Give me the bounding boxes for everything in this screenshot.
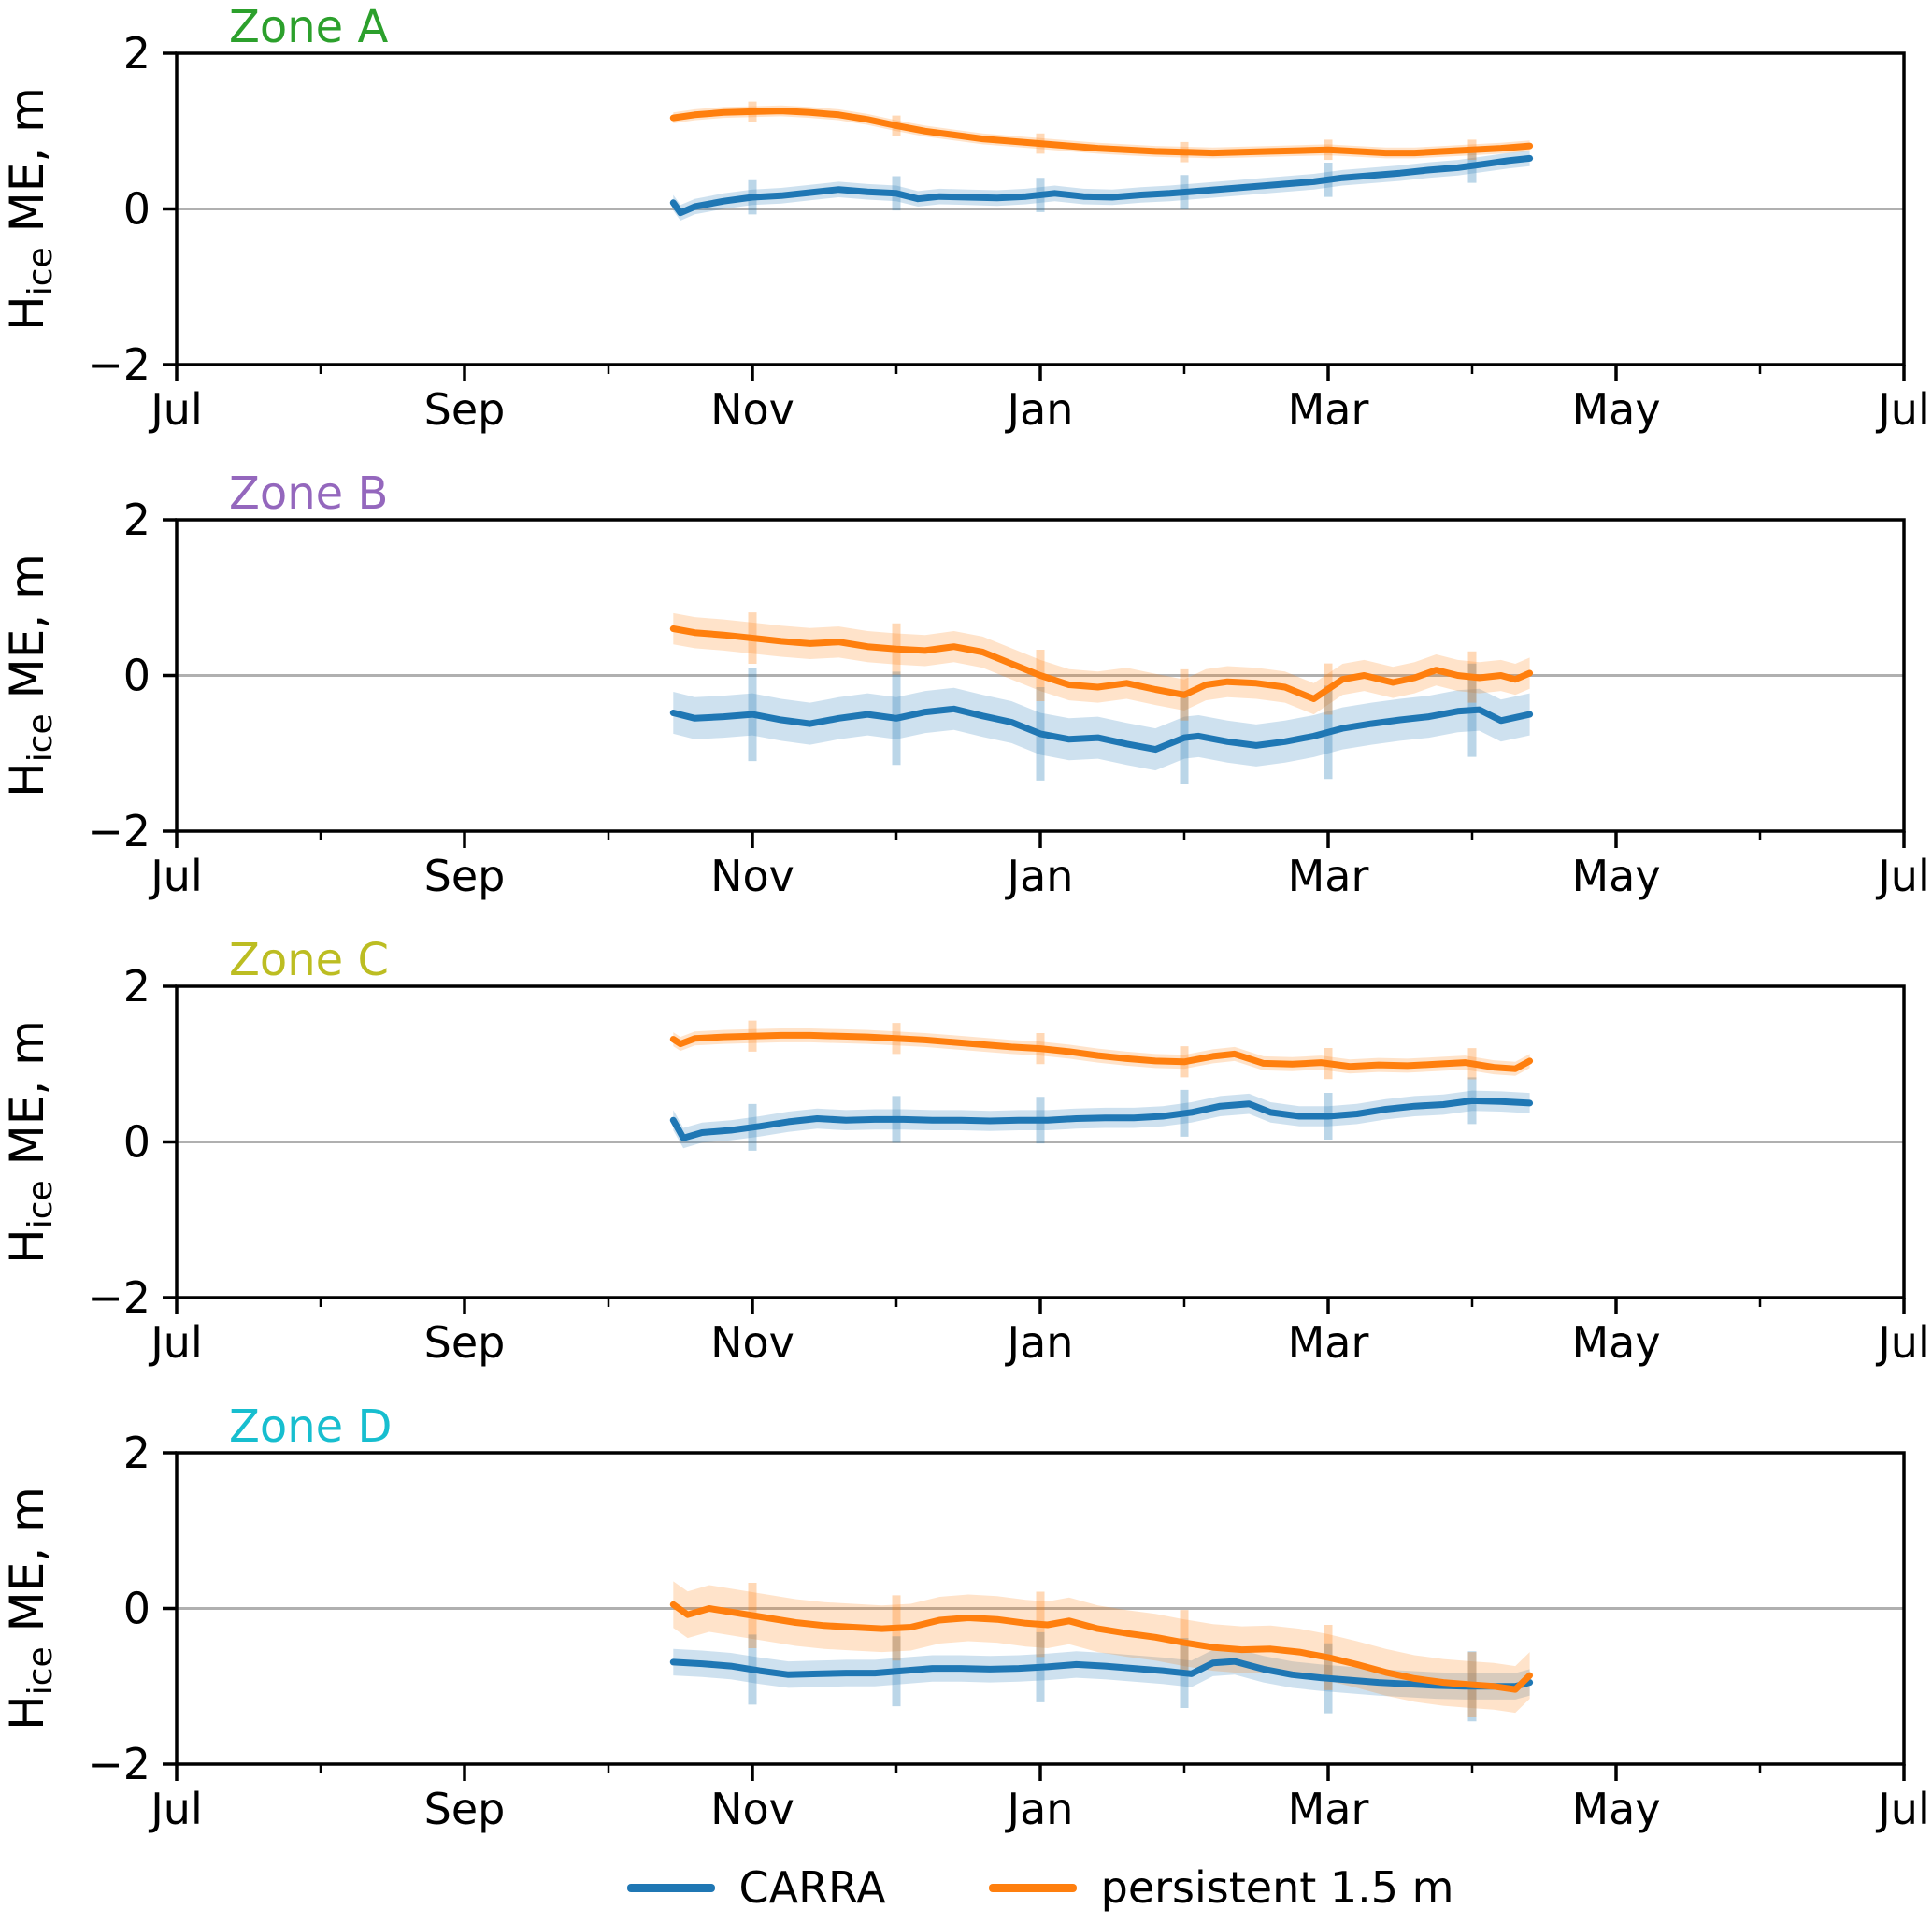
x-tick-label: Jul (1875, 851, 1930, 901)
y-tick-label: 2 (123, 28, 150, 79)
x-tick-label: Mar (1288, 384, 1369, 435)
x-tick-label: Nov (710, 851, 794, 901)
x-tick-label: Sep (424, 1784, 506, 1834)
y-tick-label: 2 (123, 1428, 150, 1478)
legend-item-persistent: persistent 1.5 m (988, 1862, 1454, 1913)
x-tick-label: Sep (424, 1317, 506, 1368)
carra-uncertainty-band (673, 687, 1530, 771)
y-tick-label: −2 (87, 1272, 150, 1323)
chart-legend: CARRA persistent 1.5 m (177, 1866, 1904, 1909)
panel-title: Zone A (229, 1, 388, 53)
x-tick-label: May (1571, 851, 1660, 901)
panel-title: Zone B (229, 467, 388, 520)
y-tick-label: 0 (123, 651, 150, 701)
persistent-line (669, 1031, 1534, 1072)
x-tick-label: Jan (1005, 1784, 1074, 1834)
x-tick-label: Mar (1288, 1784, 1369, 1834)
x-tick-label: Jan (1005, 384, 1074, 435)
persistent-line (669, 108, 1534, 157)
carra-uncertainty-band (673, 151, 1530, 221)
persistent-line (669, 625, 1534, 702)
persistent-line (669, 1601, 1534, 1693)
y-tick-label: −2 (87, 1739, 150, 1789)
carra-line (669, 705, 1534, 754)
x-tick-label: Nov (710, 384, 794, 435)
x-tick-label: Nov (710, 1317, 794, 1368)
y-axis-label: Hice ME, m (0, 87, 60, 331)
y-tick-label: −2 (87, 806, 150, 856)
x-tick-label: Mar (1288, 1317, 1369, 1368)
x-tick-label: Jan (1005, 1317, 1074, 1368)
carra-line-swatch (626, 1883, 715, 1892)
x-tick-label: Jul (148, 1317, 203, 1368)
x-tick-label: Jul (1875, 384, 1930, 435)
y-axis-label: Hice ME, m (0, 1486, 60, 1730)
persistent-uncertainty-band (673, 105, 1530, 159)
panel-title: Zone D (229, 1400, 392, 1453)
carra-uncertainty-band (673, 1648, 1530, 1700)
y-tick-label: −2 (87, 339, 150, 390)
panel-title: Zone C (229, 934, 389, 986)
x-tick-label: Jan (1005, 851, 1074, 901)
x-tick-label: May (1571, 1784, 1660, 1834)
persistent-line-swatch (988, 1883, 1077, 1892)
y-tick-label: 2 (123, 495, 150, 545)
y-tick-label: 2 (123, 961, 150, 1012)
persistent-uncertainty-band (673, 612, 1530, 715)
y-tick-label: 0 (123, 1117, 150, 1168)
carra-line (669, 1658, 1534, 1690)
carra-line (669, 1097, 1534, 1141)
legend-label-carra: CARRA (738, 1862, 886, 1913)
x-tick-label: Jul (148, 1784, 203, 1834)
y-axis-label: Hice ME, m (0, 553, 60, 797)
x-tick-label: May (1571, 1317, 1660, 1368)
legend-label-persistent: persistent 1.5 m (1100, 1862, 1454, 1913)
x-tick-label: Jul (148, 384, 203, 435)
x-tick-label: Nov (710, 1784, 794, 1834)
x-tick-label: Sep (424, 851, 506, 901)
persistent-uncertainty-band (673, 1581, 1530, 1714)
y-tick-label: 0 (123, 184, 150, 235)
x-tick-label: Sep (424, 384, 506, 435)
x-tick-label: Mar (1288, 851, 1369, 901)
x-tick-label: May (1571, 384, 1660, 435)
x-tick-label: Jul (148, 851, 203, 901)
y-tick-label: 0 (123, 1584, 150, 1634)
x-tick-label: Jul (1875, 1784, 1930, 1834)
legend-item-carra: CARRA (626, 1862, 886, 1913)
carra-line (669, 154, 1534, 217)
x-tick-label: Jul (1875, 1317, 1930, 1368)
y-axis-label: Hice ME, m (0, 1020, 60, 1264)
